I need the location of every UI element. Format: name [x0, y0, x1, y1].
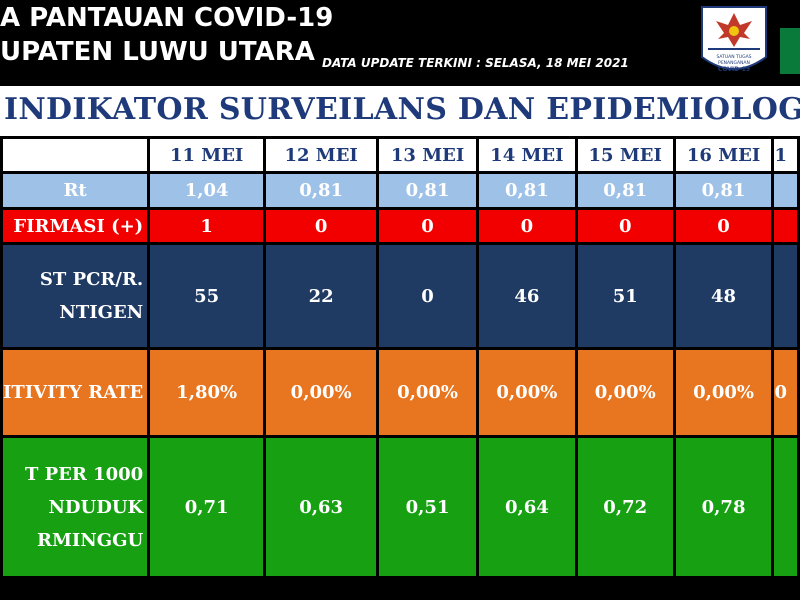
value-cell: 0,72	[577, 438, 673, 576]
row-label-line: T PER 1000	[24, 463, 144, 485]
value-cell: 0,81	[379, 174, 476, 207]
row-label-line: NDUDUK	[48, 496, 144, 518]
row-label-konfirmasi: FIRMASI (+)	[3, 210, 148, 242]
satgas-covid-logo-icon: SATUAN TUGAS PENANGANAN COVID-19	[701, 6, 767, 73]
value-cell: 0,00%	[675, 350, 772, 435]
value-cell: 0	[675, 210, 772, 242]
value-cell: 0,00%	[577, 350, 673, 435]
header: A PANTAUAN COVID-19 UPATEN LUWU UTARA DA…	[0, 0, 800, 86]
header-title-line1: A PANTAUAN COVID-19	[0, 3, 334, 33]
value-cell: 0	[266, 210, 377, 242]
value-cell: 48	[675, 245, 772, 347]
value-cell: 0	[774, 350, 797, 435]
value-cell: 0,00%	[478, 350, 575, 435]
value-cell: 55	[150, 245, 264, 347]
value-cell: 1	[150, 210, 264, 242]
table-row-konfirmasi: FIRMASI (+) 1 0 0 0 0 0	[3, 210, 797, 242]
data-update-label: DATA UPDATE TERKINI : SELASA, 18 MEI 202…	[322, 56, 629, 70]
row-label-test-per-1000: T PER 1000 NDUDUK RMINGGU	[3, 438, 148, 576]
row-label-rt: Rt	[3, 174, 148, 207]
header-corner-cell	[3, 139, 148, 171]
value-cell: 22	[266, 245, 377, 347]
logo-text-line1: SATUAN TUGAS	[716, 54, 751, 60]
row-label-line: RMINGGU	[36, 529, 144, 551]
value-cell: 51	[577, 245, 673, 347]
row-label-positivity: ITIVITY RATE	[3, 350, 148, 435]
value-cell: 0,81	[266, 174, 377, 207]
date-cell: 16 MEI	[675, 139, 772, 171]
logo-text-line2: PENANGANAN	[718, 60, 750, 66]
banner: INDIKATOR SURVEILANS DAN EPIDEMIOLOGI	[0, 86, 800, 136]
row-label-text: Rt	[63, 180, 87, 201]
logo-text-line3: COVID-19	[718, 66, 750, 73]
value-cell	[774, 210, 797, 242]
banner-title: INDIKATOR SURVEILANS DAN EPIDEMIOLOGI	[4, 92, 800, 127]
table-header-row: 11 MEI 12 MEI 13 MEI 14 MEI 15 MEI 16 ME…	[3, 139, 797, 171]
value-cell: 0	[379, 210, 476, 242]
value-cell: 0	[577, 210, 673, 242]
table-row-test-per-1000: T PER 1000 NDUDUK RMINGGU 0,71 0,63 0,51…	[3, 438, 797, 576]
header-title-line2: UPATEN LUWU UTARA	[0, 37, 315, 67]
value-cell: 0,81	[478, 174, 575, 207]
value-cell	[774, 174, 797, 207]
row-label-test: ST PCR/R. NTIGEN	[3, 245, 148, 347]
indicator-table: 11 MEI 12 MEI 13 MEI 14 MEI 15 MEI 16 ME…	[0, 136, 800, 579]
date-cell: 12 MEI	[266, 139, 377, 171]
table-row-test: ST PCR/R. NTIGEN 55 22 0 46 51 48	[3, 245, 797, 347]
value-cell: 0	[478, 210, 575, 242]
value-cell: 0	[379, 245, 476, 347]
table-row-rt: Rt 1,04 0,81 0,81 0,81 0,81 0,81	[3, 174, 797, 207]
value-cell: 0,71	[150, 438, 264, 576]
value-cell: 0,64	[478, 438, 575, 576]
date-cell: 15 MEI	[577, 139, 673, 171]
value-cell: 0,63	[266, 438, 377, 576]
row-label-line: ST PCR/R.	[39, 269, 144, 290]
date-cell: 14 MEI	[478, 139, 575, 171]
value-cell: 0,00%	[379, 350, 476, 435]
value-cell	[774, 438, 797, 576]
regency-logo-icon	[780, 28, 800, 74]
value-cell: 0,81	[577, 174, 673, 207]
value-cell: 46	[478, 245, 575, 347]
value-cell: 0,00%	[266, 350, 377, 435]
table-row-positivity: ITIVITY RATE 1,80% 0,00% 0,00% 0,00% 0,0…	[3, 350, 797, 435]
value-cell	[774, 245, 797, 347]
value-cell: 0,78	[675, 438, 772, 576]
value-cell: 0,81	[675, 174, 772, 207]
date-cell: 13 MEI	[379, 139, 476, 171]
date-cell: 1	[774, 139, 797, 171]
value-cell: 1,80%	[150, 350, 264, 435]
value-cell: 1,04	[150, 174, 264, 207]
date-cell: 11 MEI	[150, 139, 264, 171]
value-cell: 0,51	[379, 438, 476, 576]
row-label-line: NTIGEN	[59, 302, 144, 323]
